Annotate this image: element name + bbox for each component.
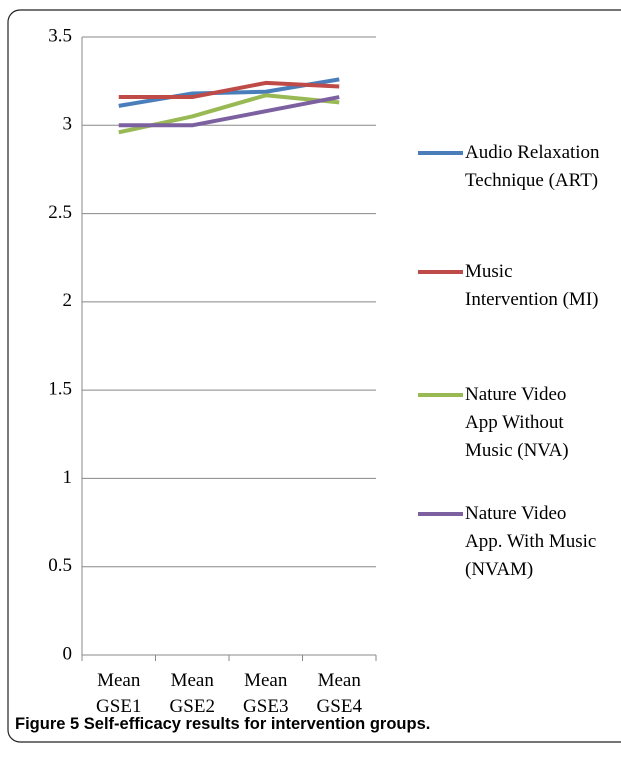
x-tick-label: Mean GSE4 xyxy=(316,670,362,717)
y-tick-label: 2 xyxy=(63,290,73,311)
y-tick-label: 3 xyxy=(63,114,73,135)
x-tick-label: Mean GSE3 xyxy=(243,670,289,717)
y-tick-label: 0.5 xyxy=(48,555,72,576)
frame xyxy=(7,9,621,743)
y-tick-label: 2.5 xyxy=(48,202,72,223)
legend-label: Nature Video App. With Music (NVAM) xyxy=(465,503,597,580)
y-tick-label: 3.5 xyxy=(48,25,72,46)
y-tick-label: 1.5 xyxy=(48,379,72,400)
y-tick-label: 0 xyxy=(63,643,73,664)
legend-label: Nature Video App Without Music (NVA) xyxy=(465,384,569,461)
legend-label: Music Intervention (MI) xyxy=(465,261,599,310)
caption: Figure 5 Self-efficacy results for inter… xyxy=(15,715,431,733)
legend-label: Audio Relaxation Technique (ART) xyxy=(465,142,600,191)
y-tick-label: 1 xyxy=(63,467,73,488)
x-tick-label: Mean GSE2 xyxy=(169,670,215,717)
series-line xyxy=(118,95,340,128)
x-tick-label: Mean GSE1 xyxy=(96,670,142,717)
series-line xyxy=(118,80,340,100)
